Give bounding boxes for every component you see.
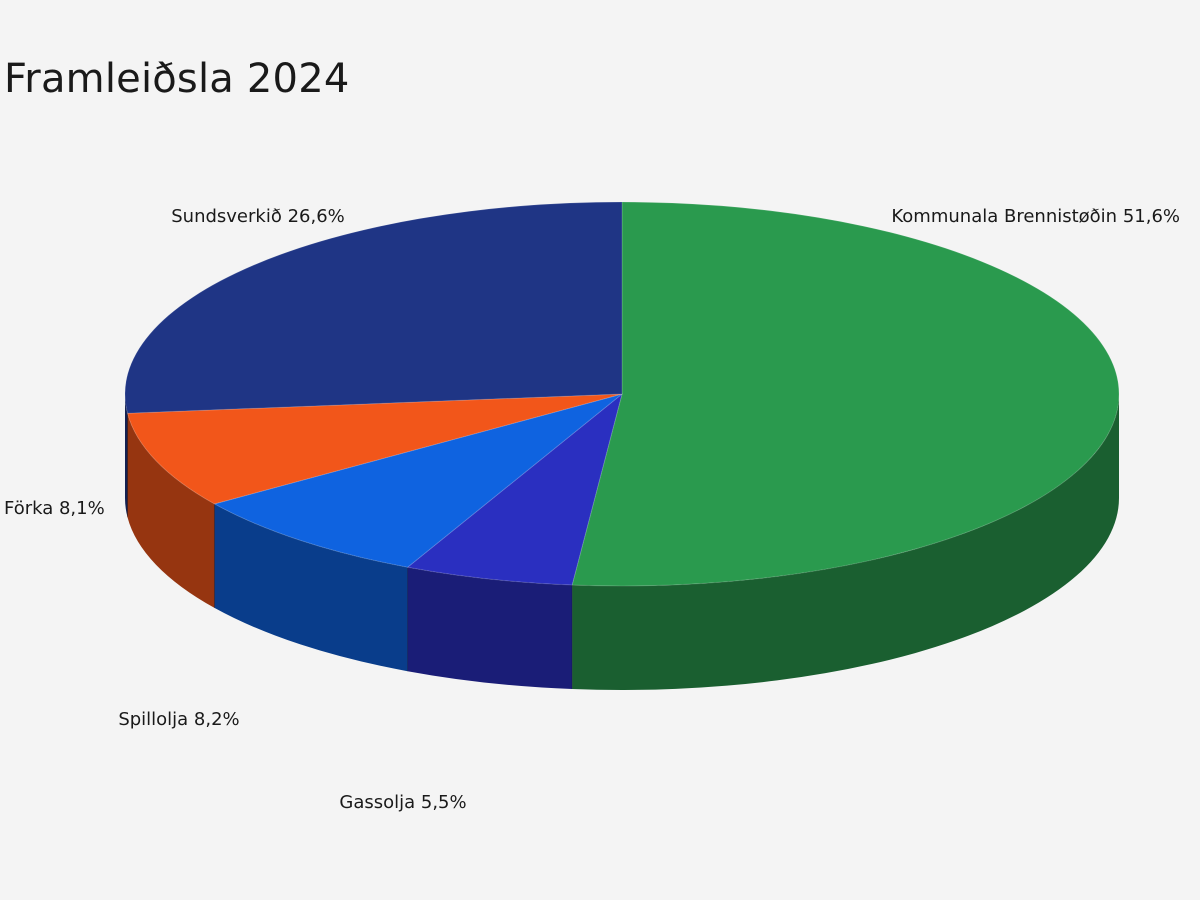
pie-side-layer [125, 394, 1119, 690]
pie-side-kommunala-brennistodin [572, 394, 1119, 690]
pie-side-forka [127, 413, 215, 608]
slice-label-gassolja: Gassolja 5,5% [339, 792, 466, 813]
pie-label-layer: Kommunala Brennistøðin 51,6% Gassolja 5,5… [4, 206, 1180, 813]
slice-label-sundsverkid: Sundsverkið 26,6% [171, 206, 345, 227]
slice-label-kommunala-brennistodin: Kommunala Brennistøðin 51,6% [891, 206, 1180, 227]
slice-label-forka: Förka 8,1% [4, 498, 105, 519]
slice-label-spillolja: Spillolja 8,2% [118, 709, 239, 730]
pie-slice-gassolja [406, 392, 623, 586]
pie-slice-forka [126, 393, 623, 505]
pie-side-spillolja [214, 503, 408, 672]
pie-side-sundsverkid [125, 394, 128, 518]
pie-slice-sundsverkid [124, 201, 623, 414]
pie-slice-spillolja [213, 393, 623, 568]
chart-title: Framleiðsla 2024 [4, 56, 350, 102]
pie-slice-kommunala-brennistodin [571, 201, 1120, 587]
pie-top-layer [124, 201, 1120, 587]
pie-side-gassolja [407, 567, 573, 690]
